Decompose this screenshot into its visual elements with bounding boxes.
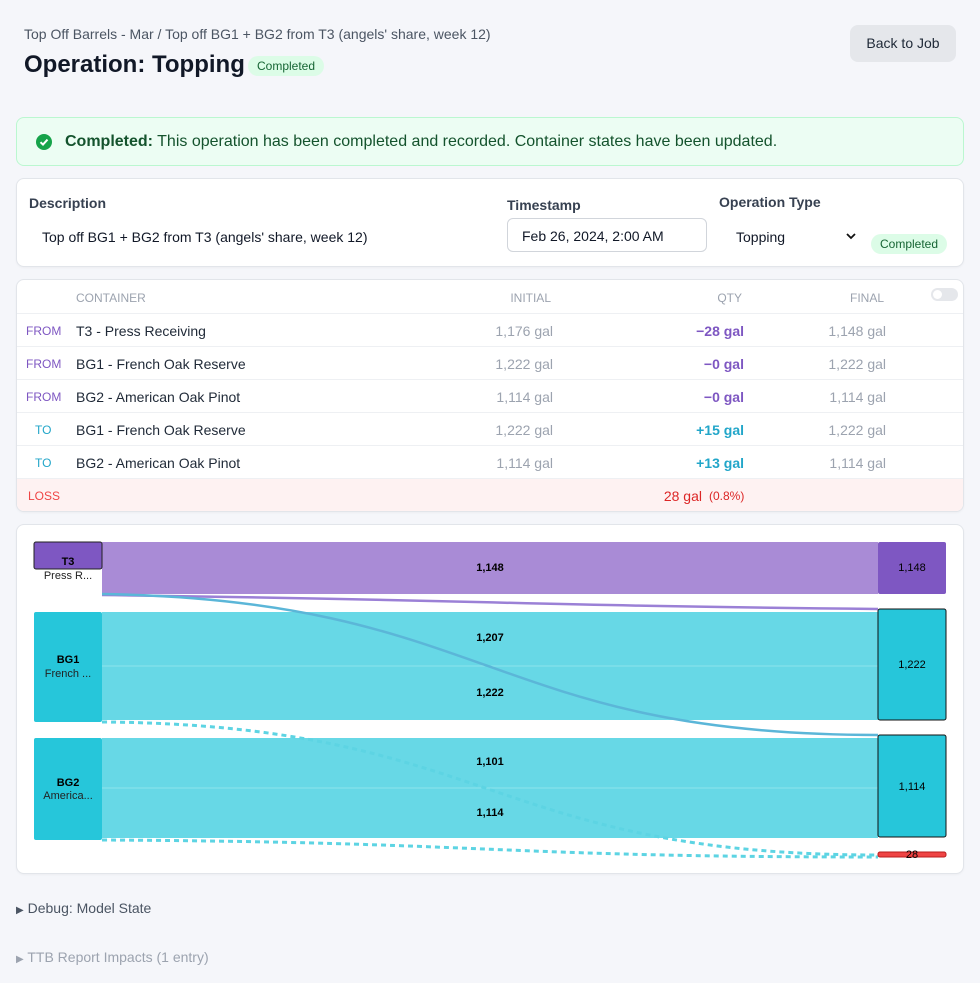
table-row: TO BG1 - French Oak Reserve 1,222 gal +15 g… (17, 412, 963, 446)
qty: −0 gal (703, 389, 744, 405)
source-node (33, 541, 103, 570)
target-node (878, 542, 946, 594)
loss-qty: 28 gal (663, 488, 702, 504)
form-card: Description Top off BG1 + BG2 from T3 (a… (16, 178, 964, 267)
source-sub: America... (43, 790, 93, 802)
alert-text: This operation has been completed and re… (157, 133, 778, 150)
target-node (877, 608, 947, 721)
target-label: 28 (906, 849, 918, 861)
column-header: CONTAINER (76, 291, 146, 305)
final: 1,114 gal (829, 455, 886, 471)
target-label: 1,148 (898, 562, 926, 574)
source-name: T3 (62, 556, 75, 568)
flow-label: 1,101 (476, 756, 504, 768)
page-title: Operation: Topping (24, 51, 245, 78)
direction: TO (35, 456, 52, 470)
flow-label: 1,148 (476, 562, 504, 574)
final: 1,148 gal (828, 323, 886, 339)
initial: 1,222 gal (495, 356, 553, 372)
form-status-badge: Completed (871, 234, 948, 254)
final: 1,222 gal (828, 422, 886, 438)
loss-node (877, 851, 947, 858)
direction: FROM (26, 390, 62, 404)
source-name: BG2 (57, 777, 80, 789)
target-node (877, 734, 947, 838)
section-title: TTB Report Impacts (1 entry) (27, 949, 209, 965)
initial: 1,222 gal (495, 422, 553, 438)
source-node (34, 738, 102, 840)
container-name: T3 - Press Receiving (76, 323, 206, 339)
loss-row: LOSS 28 gal (0.8%) (17, 478, 963, 511)
table-row: FROM T3 - Press Receiving 1,176 gal −28 gal… (17, 313, 963, 347)
breadcrumb: Top Off Barrels - Mar / Top off BG1 + BG… (24, 26, 491, 42)
container-name: BG2 - American Oak Pinot (76, 455, 241, 471)
column-header: INITIAL (510, 291, 551, 305)
source-node (34, 612, 102, 722)
loss-curve (101, 720, 879, 857)
sankey: T3 Press R... BG1 French ... BG2 America… (33, 541, 947, 861)
direction: TO (35, 423, 52, 437)
final: 1,114 gal (829, 389, 886, 405)
flow-curve (101, 593, 879, 611)
flow-label: 1,222 (476, 687, 504, 699)
column-header: QTY (717, 291, 742, 305)
type-select[interactable]: Topping (736, 229, 786, 245)
qty: +15 gal (696, 422, 744, 438)
description-label: Description (29, 195, 107, 211)
source-sub: Press R... (44, 570, 92, 582)
ttb-section[interactable]: ▶ TTB Report Impacts (1 entry) (16, 949, 209, 965)
section-title: Debug: Model State (27, 900, 152, 916)
alert-label: Completed: (65, 133, 153, 150)
direction: FROM (26, 357, 62, 371)
container-name: BG1 - French Oak Reserve (76, 422, 246, 438)
flow-label: 1,207 (476, 632, 504, 644)
loss-pct: (0.8%) (709, 489, 745, 503)
table-row: TO BG2 - American Oak Pinot 1,114 gal +13 g… (17, 445, 963, 479)
transfer-table: CONTAINER INITIAL QTY FINAL LOSS 28 gal … (16, 279, 964, 512)
loss-curve (101, 838, 879, 859)
initial: 1,114 gal (496, 455, 553, 471)
alert: Completed: This operation has been compl… (16, 117, 964, 166)
target-label: 1,222 (898, 659, 926, 671)
timestamp-label: Timestamp (507, 197, 581, 213)
check-icon (36, 134, 52, 150)
flow-label: 1,114 (477, 807, 505, 819)
chevron (846, 233, 856, 240)
source-sub: French ... (45, 668, 91, 680)
qty: −28 gal (696, 323, 744, 339)
flow-band (102, 542, 878, 594)
flow-curve (101, 592, 879, 737)
sankey-card: T3 Press R... BG1 French ... BG2 America… (16, 524, 964, 874)
table-row: FROM BG2 - American Oak Pinot 1,114 gal −0 … (17, 379, 963, 413)
initial: 1,114 gal (496, 389, 553, 405)
toggle[interactable] (931, 288, 958, 301)
table-row: FROM BG1 - French Oak Reserve 1,222 gal −0 … (17, 346, 963, 380)
container-name: BG2 - American Oak Pinot (76, 389, 241, 405)
target-label: 1,114 (899, 781, 926, 793)
status-badge: Completed (248, 56, 325, 76)
timestamp-input[interactable]: Feb 26, 2024, 2:00 AM (507, 218, 707, 252)
column-header: FINAL (849, 291, 884, 305)
qty: +13 gal (696, 455, 744, 471)
description[interactable]: Top off BG1 + BG2 from T3 (angels' share… (42, 229, 368, 245)
direction: FROM (26, 324, 62, 338)
debug-section[interactable]: ▶ Debug: Model State (16, 900, 152, 916)
container-name: BG1 - French Oak Reserve (76, 356, 246, 372)
final: 1,222 gal (828, 356, 886, 372)
qty: −0 gal (703, 356, 744, 372)
type-label: Operation Type (719, 194, 821, 210)
back-button[interactable]: Back to Job (850, 25, 956, 62)
initial: 1,176 gal (495, 323, 553, 339)
source-name: BG1 (57, 654, 80, 666)
loss-label: LOSS (28, 489, 61, 503)
